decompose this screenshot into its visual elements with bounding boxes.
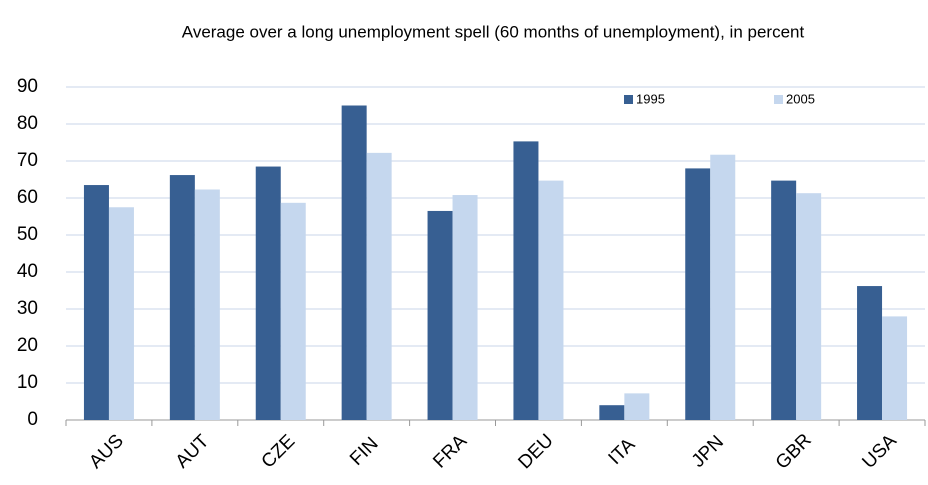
bar	[280, 202, 306, 420]
bar	[857, 286, 883, 420]
legend-label: 1995	[636, 91, 665, 106]
bar	[341, 105, 367, 420]
bar	[538, 180, 564, 420]
x-tick-label: JPN	[688, 432, 728, 472]
bar	[771, 180, 797, 420]
y-tick-label: 70	[17, 150, 38, 171]
legend-swatch	[624, 95, 633, 104]
legend-label: 2005	[786, 91, 815, 106]
x-tick-label: AUT	[172, 431, 214, 473]
bar	[108, 207, 134, 420]
x-tick-label: AUS	[85, 430, 127, 472]
bar	[882, 316, 908, 420]
bar	[513, 141, 539, 420]
bar	[685, 168, 711, 420]
bar	[599, 405, 625, 420]
bar	[452, 195, 478, 420]
x-tick-label: FRA	[429, 431, 471, 473]
y-tick-label: 90	[17, 76, 38, 97]
legend-swatch	[774, 95, 783, 104]
y-tick-label: 50	[17, 224, 38, 245]
bar	[194, 189, 220, 420]
bar	[427, 210, 453, 420]
bar	[710, 154, 736, 420]
bar	[624, 393, 650, 420]
x-tick-label: GBR	[772, 430, 816, 474]
x-tick-label: USA	[858, 430, 901, 473]
y-tick-label: 60	[17, 187, 38, 208]
x-tick-label: ITA	[605, 434, 640, 469]
bar	[796, 193, 822, 420]
x-tick-label: DEU	[514, 430, 557, 473]
bar	[169, 175, 195, 420]
y-tick-label: 10	[17, 372, 38, 393]
y-tick-label: 30	[17, 298, 38, 319]
y-tick-label: 0	[27, 409, 38, 430]
y-tick-label: 40	[17, 261, 38, 282]
chart-title: Average over a long unemployment spell (…	[182, 22, 805, 41]
y-tick-label: 80	[17, 113, 38, 134]
x-tick-label: CZE	[258, 431, 300, 473]
bar	[255, 166, 281, 420]
bar	[366, 152, 392, 421]
x-tick-label: FIN	[346, 433, 382, 469]
bar	[83, 185, 109, 420]
y-tick-label: 20	[17, 335, 38, 356]
